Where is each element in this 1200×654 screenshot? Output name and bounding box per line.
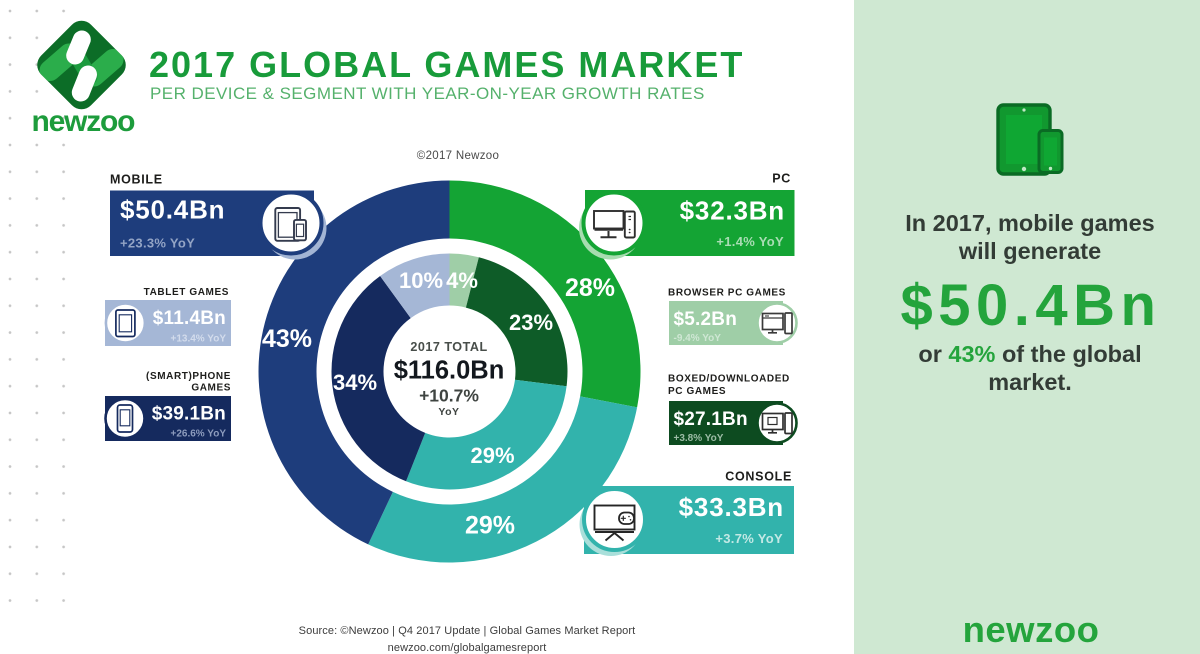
svg-text:(SMART)PHONE: (SMART)PHONE [146, 371, 231, 382]
svg-text:-9.4% YoY: -9.4% YoY [674, 333, 722, 344]
svg-text:29%: 29% [470, 443, 514, 468]
svg-text:$39.1Bn: $39.1Bn [152, 404, 226, 425]
svg-text:+13.4% YoY: +13.4% YoY [171, 334, 227, 345]
svg-text:$116.0Bn: $116.0Bn [394, 357, 505, 385]
svg-text:newzoo: newzoo [963, 609, 1100, 650]
svg-text:Source: ©Newzoo | Q4 2017 Upda: Source: ©Newzoo | Q4 2017 Update | Globa… [299, 625, 636, 637]
svg-text:34%: 34% [333, 370, 377, 395]
svg-text:$32.3Bn: $32.3Bn [680, 196, 785, 226]
svg-text:PC GAMES: PC GAMES [668, 386, 726, 397]
svg-text:+1.4% YoY: +1.4% YoY [716, 234, 784, 249]
svg-text:newzoo.com/globalgamesreport: newzoo.com/globalgamesreport [388, 642, 547, 654]
svg-text:2017 TOTAL: 2017 TOTAL [410, 340, 487, 354]
svg-text:10%: 10% [399, 268, 443, 293]
svg-text:©2017 Newzoo: ©2017 Newzoo [417, 150, 499, 162]
svg-text:MOBILE: MOBILE [110, 173, 163, 187]
svg-text:$50.4Bn: $50.4Bn [120, 195, 225, 225]
svg-text:23%: 23% [509, 310, 553, 335]
svg-text:+3.7% YoY: +3.7% YoY [715, 531, 783, 546]
svg-text:4%: 4% [446, 268, 478, 293]
svg-text:newzoo: newzoo [32, 105, 136, 138]
svg-text:CONSOLE: CONSOLE [725, 470, 792, 484]
svg-text:PER DEVICE & SEGMENT WITH YEAR: PER DEVICE & SEGMENT WITH YEAR-ON-YEAR G… [150, 84, 705, 103]
svg-text:will generate: will generate [958, 238, 1101, 264]
svg-text:GAMES: GAMES [191, 383, 231, 394]
svg-text:$50.4Bn: $50.4Bn [901, 273, 1162, 338]
svg-text:TABLET GAMES: TABLET GAMES [144, 287, 229, 298]
svg-text:In 2017, mobile games: In 2017, mobile games [905, 210, 1154, 236]
svg-text:market.: market. [988, 369, 1072, 395]
svg-text:28%: 28% [565, 274, 615, 302]
svg-text:or 43% of the global: or 43% of the global [918, 341, 1141, 367]
svg-text:29%: 29% [465, 512, 515, 540]
svg-text:+23.3% YoY: +23.3% YoY [120, 236, 195, 251]
svg-text:BROWSER PC GAMES: BROWSER PC GAMES [668, 288, 786, 299]
svg-text:$5.2Bn: $5.2Bn [674, 309, 738, 330]
svg-text:$11.4Bn: $11.4Bn [153, 308, 226, 329]
svg-text:$33.3Bn: $33.3Bn [679, 492, 784, 522]
svg-text:2017 GLOBAL GAMES MARKET: 2017 GLOBAL GAMES MARKET [149, 44, 744, 85]
svg-text:PC: PC [772, 172, 791, 186]
svg-text:+10.7%: +10.7% [419, 386, 479, 406]
svg-text:$27.1Bn: $27.1Bn [674, 409, 748, 430]
svg-text:+3.8% YoY: +3.8% YoY [674, 433, 724, 444]
svg-text:YoY: YoY [438, 406, 459, 418]
svg-text:BOXED/DOWNLOADED: BOXED/DOWNLOADED [668, 374, 790, 385]
svg-text:+26.6% YoY: +26.6% YoY [171, 429, 227, 440]
svg-text:43%: 43% [262, 325, 312, 353]
